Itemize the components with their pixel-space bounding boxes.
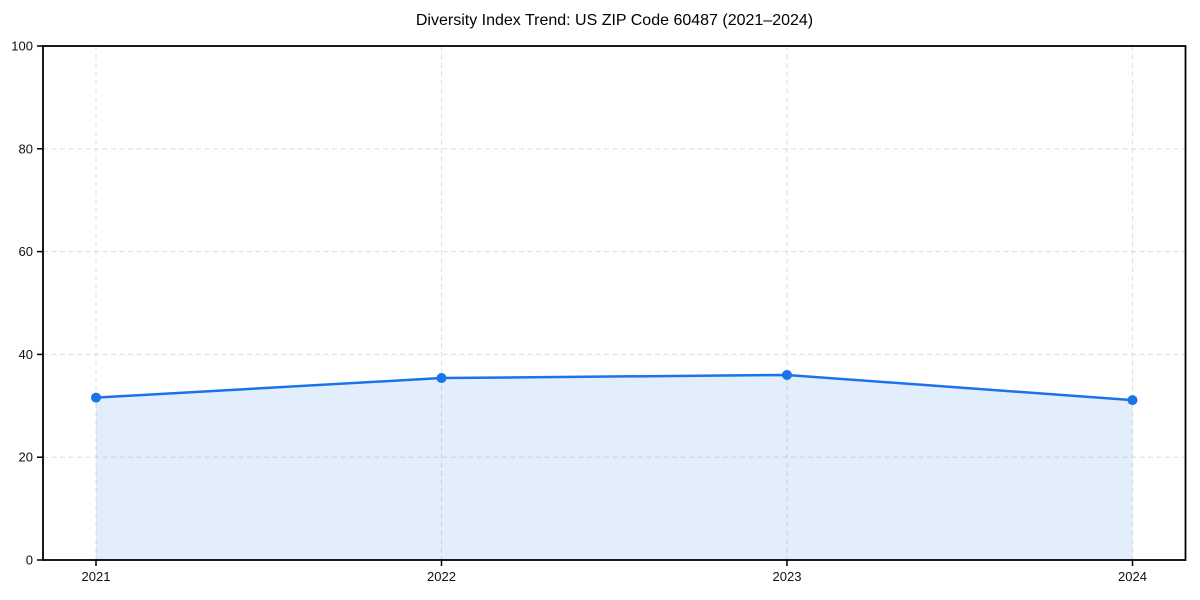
x-tick-label: 2024: [1118, 569, 1147, 584]
axes-border: [42, 45, 1187, 561]
x-tick-label: 2021: [82, 569, 111, 584]
y-tick-label: 0: [26, 553, 33, 568]
x-tick-label: 2023: [773, 569, 802, 584]
y-tick-label: 40: [19, 347, 33, 362]
data-point-marker: [782, 369, 792, 380]
trend-line: [94, 373, 1134, 402]
y-tick-label: 80: [19, 141, 33, 156]
y-tick-label: 20: [19, 450, 33, 465]
chart-title: Diversity Index Trend: US ZIP Code 60487…: [415, 12, 814, 29]
x-tick-label: 2022: [427, 569, 456, 584]
data-point-marker: [436, 373, 447, 384]
area-fill: [96, 374, 1133, 560]
data-point-marker: [91, 392, 101, 403]
y-tick-label: 60: [19, 244, 33, 259]
data-point-marker: [1127, 395, 1138, 406]
y-tick-label: 100: [11, 39, 33, 54]
